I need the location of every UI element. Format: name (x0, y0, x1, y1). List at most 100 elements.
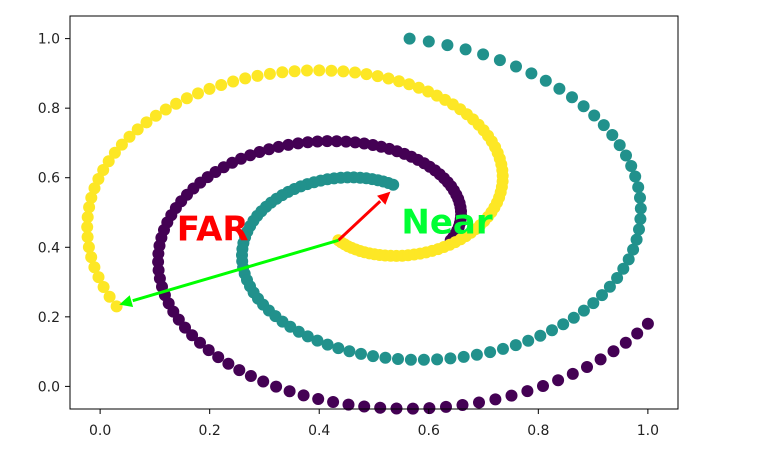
series-1-point (557, 318, 570, 331)
series-2-point (159, 103, 172, 116)
series-1-point (311, 334, 324, 347)
x-tick-label: 0.2 (199, 423, 221, 439)
annotation-near: Near (401, 202, 492, 242)
series-0-point (233, 364, 246, 377)
series-2-point (140, 116, 153, 129)
series-0-point (202, 344, 215, 357)
series-0-point (321, 135, 334, 148)
series-1-point (404, 353, 417, 366)
series-2-point (92, 271, 105, 284)
series-2-point (288, 65, 301, 78)
series-1-point (620, 149, 632, 162)
arrow-1-shaft (132, 238, 339, 303)
series-2-point (203, 82, 216, 95)
series-1-point (493, 54, 506, 67)
series-2-point (102, 155, 115, 168)
series-2-point (88, 261, 101, 274)
y-tick-label: 0.0 (38, 379, 60, 395)
series-1-point (617, 262, 630, 275)
series-1-point (632, 181, 645, 194)
series-0-point (253, 146, 266, 158)
series-2-point (85, 191, 98, 204)
series-2-point (301, 64, 313, 77)
series-0-point (301, 136, 314, 149)
series-2-point (83, 201, 96, 214)
series-1-point (403, 32, 416, 45)
series-0-point (297, 389, 310, 402)
series-2-point (103, 290, 116, 303)
series-2-point (276, 66, 289, 79)
series-1-point (633, 223, 645, 236)
series-2-point (313, 64, 326, 77)
series-0-point (641, 317, 654, 330)
y-tick-label: 1.0 (38, 32, 60, 48)
series-1-point (497, 342, 509, 355)
series-2-point (110, 300, 123, 313)
series-0-point (327, 396, 340, 408)
series-2-point (349, 66, 361, 79)
series-1-point (597, 119, 610, 132)
series-0-point (244, 149, 257, 162)
series-2-point (251, 69, 264, 82)
series-2-point (215, 79, 228, 91)
x-tick-label: 0.6 (418, 423, 440, 439)
x-axis: 0.0 0.2 0.4 0.6 0.8 1.0 (89, 409, 659, 439)
series-1-point (634, 213, 647, 225)
series-2-point (227, 75, 240, 88)
series-2-point (97, 281, 110, 293)
series-0-point (374, 401, 387, 414)
series-2-point (149, 109, 162, 122)
series-2-point (81, 231, 94, 243)
series-1-point (613, 139, 626, 152)
series-2-point (403, 78, 416, 91)
series-2-point (82, 241, 95, 254)
series-2-point (360, 68, 373, 81)
series-0-point (212, 351, 225, 364)
series-1-point (634, 191, 646, 204)
series-1-point (622, 253, 635, 266)
series-1-point (588, 109, 601, 122)
series-1-point (343, 345, 356, 358)
series-2-point (239, 72, 252, 85)
series-1-point (444, 352, 457, 365)
series-2-point (422, 85, 435, 98)
series-1-point (459, 43, 472, 56)
series-2-point (81, 221, 94, 233)
arrow-1-head (119, 295, 134, 307)
series-0-point (489, 393, 502, 406)
series-1-point (417, 353, 430, 366)
y-tick-label: 0.8 (38, 101, 60, 117)
series-2-point (81, 211, 94, 224)
series-0-point (179, 321, 191, 334)
series-1-point (577, 100, 590, 113)
y-tick-label: 0.4 (38, 240, 60, 256)
x-tick-label: 0.0 (89, 423, 111, 439)
series-1-point (379, 351, 392, 364)
x-tick-label: 0.4 (308, 423, 330, 439)
series-1-point (301, 330, 314, 343)
series-2-point (108, 146, 121, 159)
series-0-point (186, 329, 199, 342)
series-2-point (97, 164, 110, 176)
annotation-far: FAR (177, 209, 249, 249)
arrow-0-shaft (337, 200, 382, 242)
series-0-point (194, 336, 206, 349)
y-tick-label: 0.2 (38, 310, 60, 326)
series-1-point (630, 233, 643, 246)
series-2-point (263, 67, 276, 80)
series-2-point (412, 81, 425, 94)
series-2-point (123, 130, 136, 143)
series-0-point (263, 143, 275, 156)
series-0-point (473, 396, 485, 409)
arrows (119, 191, 391, 307)
series-1-point (422, 35, 435, 48)
series-1-point (477, 48, 490, 61)
series-1-point (629, 170, 642, 183)
series-0-point (537, 380, 549, 392)
series-1-point (431, 353, 444, 366)
series-1-point (441, 39, 454, 52)
series-0-point (552, 374, 565, 387)
series-2-point (337, 65, 350, 78)
series-0-point (358, 137, 371, 150)
